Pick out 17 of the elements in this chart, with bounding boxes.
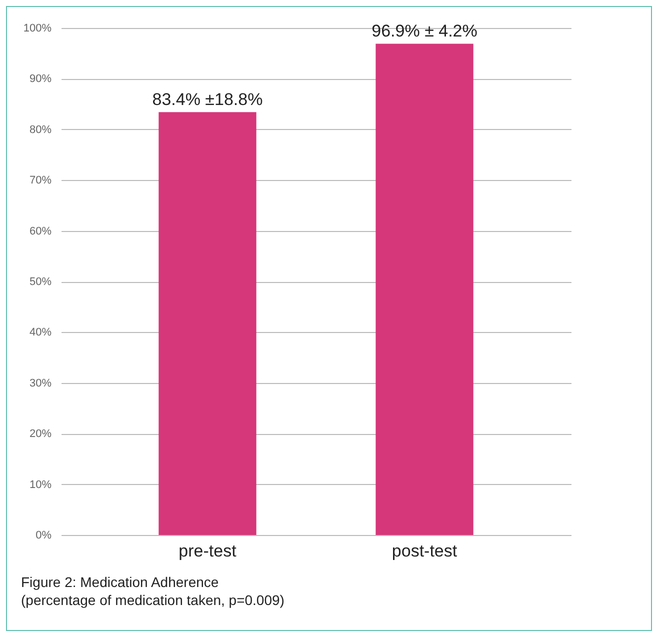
y-tick-label: 50%	[29, 276, 52, 288]
text: (percentage of medication taken, p=0.009)	[21, 591, 284, 609]
y-tick-label: 20%	[29, 428, 52, 440]
y-tick-label: 40%	[29, 326, 52, 339]
y-tick-label: 10%	[29, 478, 52, 491]
y-tick-label: 70%	[29, 174, 52, 187]
y-tick-label: 30%	[29, 377, 52, 390]
data-label: 83.4% ±18.8%	[152, 90, 263, 110]
y-tick-label: 60%	[29, 225, 52, 238]
y-tick-label: 0%	[36, 530, 52, 542]
y-tick-label: 80%	[29, 124, 52, 136]
caption: Figure 2: Medication Adherence	[21, 573, 220, 591]
data-label: 96.9% ± 4.2%	[372, 22, 478, 41]
y-tick-label: 90%	[29, 73, 52, 86]
x-tick-label: pre-test	[178, 542, 237, 560]
y-tick-label: 100%	[23, 22, 52, 34]
x-tick-label: post-test	[392, 542, 458, 560]
